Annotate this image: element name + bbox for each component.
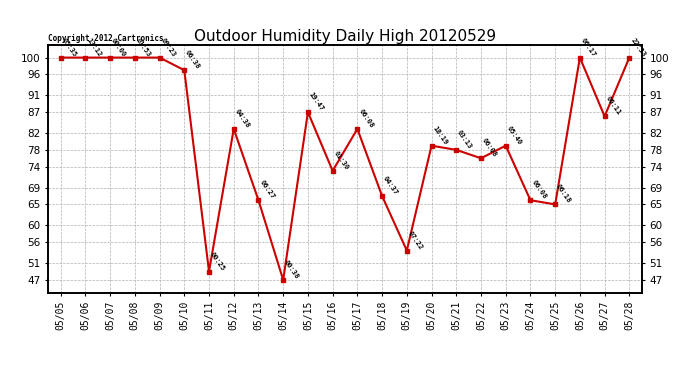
Text: 18:19: 18:19 bbox=[431, 125, 448, 146]
Text: 04:37: 04:37 bbox=[382, 175, 400, 196]
Text: 22:33: 22:33 bbox=[629, 37, 647, 58]
Text: 06:08: 06:08 bbox=[357, 108, 375, 129]
Text: 01:53: 01:53 bbox=[135, 37, 152, 58]
Text: 04:38: 04:38 bbox=[234, 108, 251, 129]
Text: Copyright 2012 Cartronics: Copyright 2012 Cartronics bbox=[48, 33, 164, 42]
Text: 06:17: 06:17 bbox=[580, 37, 597, 58]
Text: 00:00: 00:00 bbox=[110, 37, 127, 58]
Text: 06:18: 06:18 bbox=[555, 183, 572, 204]
Text: 09:23: 09:23 bbox=[159, 37, 177, 58]
Text: 06:08: 06:08 bbox=[481, 137, 498, 158]
Title: Outdoor Humidity Daily High 20120529: Outdoor Humidity Daily High 20120529 bbox=[194, 29, 496, 44]
Text: 06:27: 06:27 bbox=[259, 179, 275, 200]
Text: 13:12: 13:12 bbox=[86, 37, 103, 58]
Text: 06:38: 06:38 bbox=[184, 50, 201, 70]
Text: 06:11: 06:11 bbox=[604, 96, 622, 116]
Text: 05:35: 05:35 bbox=[61, 37, 78, 58]
Text: 00:38: 00:38 bbox=[283, 259, 300, 280]
Text: 05:40: 05:40 bbox=[506, 125, 523, 146]
Text: 03:13: 03:13 bbox=[456, 129, 473, 150]
Text: 01:30: 01:30 bbox=[333, 150, 350, 171]
Text: 07:22: 07:22 bbox=[407, 230, 424, 251]
Text: 00:25: 00:25 bbox=[209, 251, 226, 272]
Text: 19:47: 19:47 bbox=[308, 91, 325, 112]
Text: 06:08: 06:08 bbox=[531, 179, 548, 200]
